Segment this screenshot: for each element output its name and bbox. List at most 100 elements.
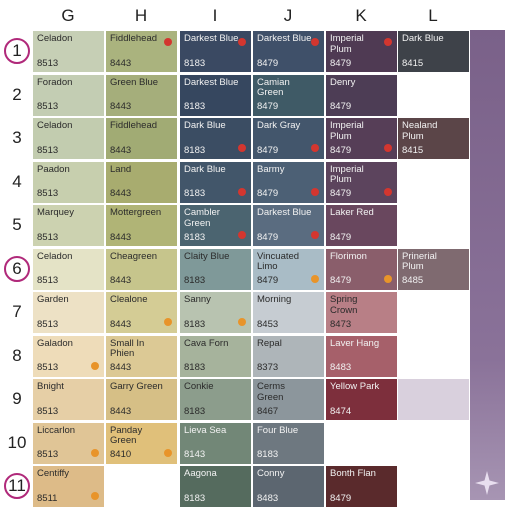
- swatch-name: Darkest Blue: [184, 76, 239, 88]
- swatch-name: Laver Hang: [330, 337, 380, 349]
- row-label: 6: [4, 255, 30, 282]
- swatch-code: 8513: [37, 362, 59, 373]
- swatch-name: Dark Blue: [184, 120, 226, 131]
- color-swatch: Claity Blue 8183: [180, 248, 251, 290]
- color-swatch: Green Blue 8443: [106, 74, 177, 116]
- color-swatch: Dark Gray 8479: [253, 118, 324, 159]
- color-swatch: Prinerial Plum 8485: [398, 248, 469, 290]
- color-swatch: Clealone 8443: [106, 292, 177, 333]
- swatch-name: Darkest Blue: [257, 207, 312, 218]
- swatch-code: 8183: [184, 188, 206, 199]
- color-swatch: Garden 8513: [33, 292, 104, 333]
- swatch-name: Celadon: [37, 33, 73, 44]
- swatch-name: Laker Red: [330, 207, 374, 218]
- color-swatch: Centiffy 8511: [33, 466, 104, 507]
- swatch-code: 8479: [257, 101, 279, 112]
- status-dot: [311, 231, 319, 239]
- swatch-name: Bnight: [37, 381, 64, 392]
- swatch-name: Imperial Plum: [330, 163, 364, 185]
- status-dot: [238, 38, 246, 46]
- swatch-code: 8443: [110, 231, 132, 243]
- swatch-code: 8513: [37, 101, 59, 112]
- swatch-code: 8513: [37, 57, 59, 69]
- row-label: 4: [12, 171, 22, 191]
- color-swatch: Bnight 8513: [33, 379, 104, 420]
- status-dot: [164, 38, 172, 46]
- swatch-code: 8513: [37, 188, 59, 199]
- swatch-name: Vincuated Limo: [257, 250, 300, 272]
- swatch-code: 8443: [110, 57, 132, 69]
- color-swatch: Conkie 8183: [180, 379, 251, 420]
- color-swatch: Darkest Blue 8479: [253, 31, 324, 72]
- swatch-code: 8443: [110, 101, 132, 112]
- swatch-name: Fiddlehead: [110, 120, 158, 131]
- status-dot: [384, 144, 392, 152]
- color-swatch: Spring Crown 8473: [326, 292, 397, 333]
- swatch-name: Cambler Green: [184, 207, 220, 229]
- status-dot: [311, 274, 319, 283]
- swatch-name: Celadon: [37, 120, 73, 131]
- color-swatch: Cambler Green 8183: [180, 205, 251, 246]
- swatch-code: 8513: [37, 405, 59, 417]
- status-dot: [311, 144, 319, 152]
- status-dot: [384, 187, 392, 196]
- status-dot: [238, 231, 246, 239]
- color-swatch: Lieva Sea 8143: [180, 422, 251, 464]
- swatch-code: 8483: [257, 492, 279, 504]
- swatch-code: 8479: [257, 144, 279, 156]
- swatch-name: Cheagreen: [110, 250, 158, 262]
- swatch-name: Claity Blue: [184, 250, 230, 262]
- color-swatch: Florimon 8479: [326, 248, 397, 290]
- column-header: H: [134, 6, 148, 25]
- swatch-name: Fiddlehead: [110, 33, 158, 44]
- swatch-code: 8479: [257, 231, 279, 243]
- color-swatch: Vincuated Limo 8479: [253, 248, 324, 290]
- swatch-name: Imperial Plum: [330, 33, 364, 55]
- swatch-code: 8443: [110, 405, 132, 417]
- swatch-code: 8183: [184, 362, 206, 373]
- color-swatch: Conny 8483: [253, 466, 324, 507]
- swatch-name: Dark Blue: [184, 163, 226, 175]
- swatch-name: Mottergreen: [110, 207, 162, 218]
- swatch-name: Garry Green: [110, 381, 163, 392]
- swatch-code: 8467: [257, 405, 279, 417]
- color-swatch: Dark Blue 8183: [180, 118, 251, 159]
- column-header: K: [355, 6, 367, 25]
- swatch-code: 8373: [257, 362, 279, 373]
- swatch-code: 8479: [257, 275, 279, 286]
- color-swatch: Aagona 8183: [180, 466, 251, 507]
- swatch-code: 8443: [110, 144, 132, 156]
- swatch-code: 8183: [184, 275, 206, 286]
- status-dot: [91, 492, 99, 500]
- swatch-name: Sanny: [184, 294, 211, 305]
- swatch-name: Bonth Flan: [330, 468, 376, 479]
- swatch-code: 8183: [184, 318, 206, 330]
- swatch-name: Camian Green: [257, 76, 290, 98]
- swatch-code: 8479: [330, 188, 352, 199]
- swatch-code: 8511: [37, 492, 58, 504]
- color-swatch: Marquey 8513: [33, 205, 104, 246]
- swatch-code: 8453: [257, 318, 279, 330]
- swatch-name: Cava Forn: [184, 337, 229, 349]
- swatch-code: 8443: [110, 188, 132, 199]
- swatch-name: Land: [110, 163, 132, 175]
- color-swatch: Fiddlehead 8443: [106, 31, 177, 72]
- swatch-name: Liccarlon: [37, 424, 76, 436]
- column-header: J: [283, 6, 293, 25]
- swatch-code: 8415: [402, 57, 424, 69]
- color-swatch: Cerms Green 8467: [253, 379, 324, 420]
- color-swatch: Cava Forn 8183: [180, 335, 251, 377]
- swatch-code: 8479: [330, 101, 352, 112]
- status-dot: [238, 187, 246, 196]
- swatch-code: 8483: [330, 362, 352, 373]
- swatch-name: Repal: [257, 337, 282, 349]
- color-swatch: Celadon 8513: [33, 118, 104, 159]
- color-swatch: Barmy 8479: [253, 161, 324, 203]
- color-swatch: Land 8443: [106, 161, 177, 203]
- swatch-name: Darkest Blue: [257, 33, 312, 44]
- color-swatch: Mottergreen 8443: [106, 205, 177, 246]
- swatch-name: Celadon: [37, 250, 73, 262]
- status-dot: [164, 448, 172, 457]
- color-swatch: Morning 8453: [253, 292, 324, 333]
